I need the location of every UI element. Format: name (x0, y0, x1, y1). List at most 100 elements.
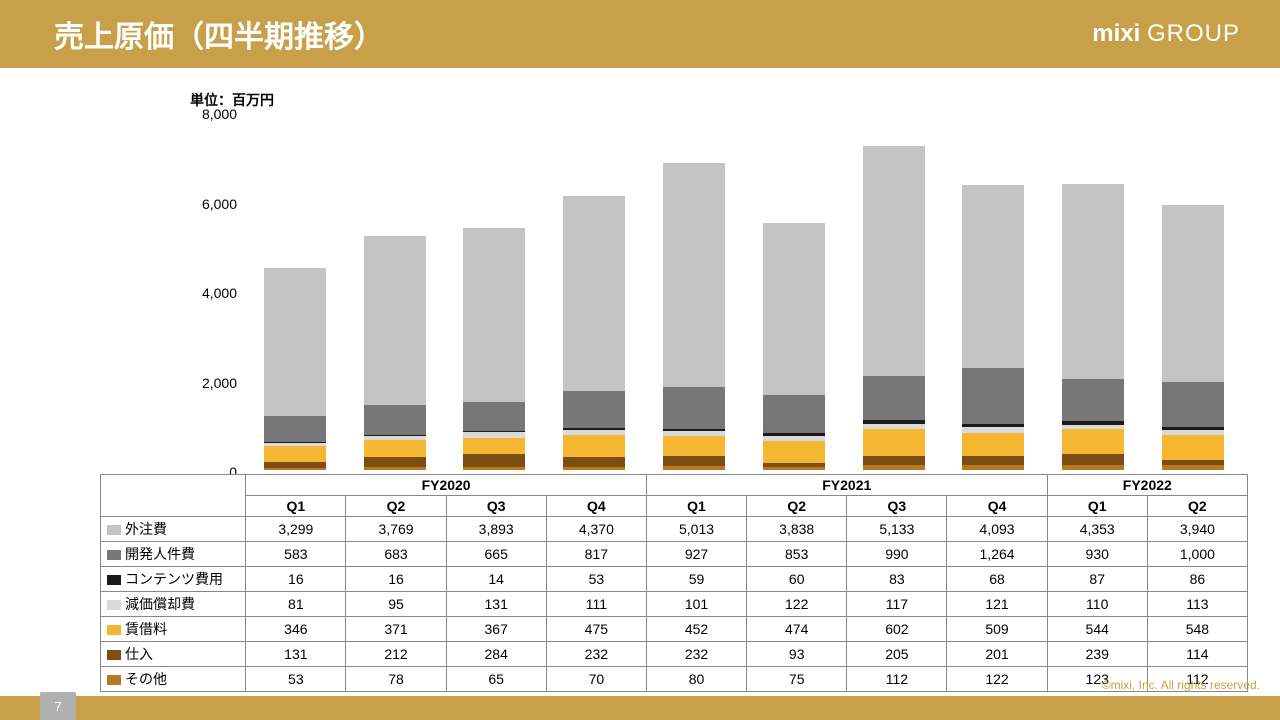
table-cell: 1,000 (1147, 542, 1247, 567)
table-cell: 78 (346, 667, 446, 692)
table-cell: 53 (246, 667, 346, 692)
y-tick-label: 6,000 (202, 196, 237, 212)
table-cell: 5,013 (646, 517, 746, 542)
table-cell: 81 (246, 592, 346, 617)
y-tick-label: 4,000 (202, 285, 237, 301)
chart-plot (245, 112, 1243, 470)
table-cell: Q3 (446, 496, 546, 517)
table-cell: 131 (246, 642, 346, 667)
table-cell: 232 (546, 642, 646, 667)
table-cell: Q1 (646, 496, 746, 517)
logo-bold: mixi (1092, 20, 1140, 47)
bar-column (345, 112, 445, 470)
bar-segment (364, 457, 426, 466)
bar-segment (364, 236, 426, 405)
table-cell: 131 (446, 592, 546, 617)
bar-stack (962, 185, 1024, 470)
bar-segment (563, 457, 625, 467)
table-cell: FY2021 (646, 475, 1047, 496)
bar-segment (264, 416, 326, 442)
table-cell: Q2 (747, 496, 847, 517)
bar-segment (1062, 379, 1124, 421)
bar-segment (364, 405, 426, 436)
bar-segment (463, 438, 525, 454)
table-cell: 371 (346, 617, 446, 642)
table-cell: 4,353 (1047, 517, 1147, 542)
bar-segment (1162, 435, 1224, 460)
table-cell: 602 (847, 617, 947, 642)
bar-segment (962, 456, 1024, 465)
table-cell: 122 (747, 592, 847, 617)
table-cell: 114 (1147, 642, 1247, 667)
table-cell: FY2020 (246, 475, 647, 496)
table-cell: Q2 (346, 496, 446, 517)
bar-segment (763, 223, 825, 395)
bar-segment (962, 368, 1024, 425)
table-cell: 減価償却費 (101, 592, 246, 617)
bar-segment (563, 196, 625, 392)
bar-segment (962, 433, 1024, 456)
bar-segment (563, 467, 625, 470)
bar-segment (364, 467, 426, 470)
bar-segment (463, 228, 525, 402)
bar-column (544, 112, 644, 470)
table-cell: 1,264 (947, 542, 1047, 567)
table-cell: 452 (646, 617, 746, 642)
bar-stack (364, 236, 426, 470)
table-cell: Q1 (1047, 496, 1147, 517)
bar-column (644, 112, 744, 470)
table-cell: 475 (546, 617, 646, 642)
table-cell: 3,769 (346, 517, 446, 542)
table-cell: 544 (1047, 617, 1147, 642)
table-cell: 927 (646, 542, 746, 567)
table-cell: 367 (446, 617, 546, 642)
table-cell: コンテンツ費用 (101, 567, 246, 592)
table-cell: Q4 (546, 496, 646, 517)
bar-segment (563, 435, 625, 456)
bar-column (744, 112, 844, 470)
table-cell: 509 (947, 617, 1047, 642)
table-cell: 75 (747, 667, 847, 692)
bar-stack (563, 196, 625, 470)
bar-segment (663, 466, 725, 470)
table-cell: 68 (947, 567, 1047, 592)
table-cell: 60 (747, 567, 847, 592)
bar-stack (1062, 184, 1124, 470)
y-tick-label: 8,000 (202, 106, 237, 122)
table-cell: 113 (1147, 592, 1247, 617)
table-cell: 990 (847, 542, 947, 567)
footer-stripe (0, 696, 1280, 720)
table-cell: その他 (101, 667, 246, 692)
data-table: FY2020FY2021FY2022Q1Q2Q3Q4Q1Q2Q3Q4Q1Q2外注… (100, 474, 1248, 692)
table-cell: 開発人件費 (101, 542, 246, 567)
table-cell: 101 (646, 592, 746, 617)
table-cell: Q3 (847, 496, 947, 517)
table-cell: Q2 (1147, 496, 1247, 517)
bar-segment (1162, 465, 1224, 470)
table-cell (101, 475, 246, 517)
bar-segment (1062, 429, 1124, 453)
table-cell: 3,893 (446, 517, 546, 542)
bar-segment (1062, 184, 1124, 379)
table-cell: 817 (546, 542, 646, 567)
bar-segment (863, 456, 925, 465)
bar-segment (563, 391, 625, 428)
bar-segment (1162, 382, 1224, 427)
bar-segment (463, 467, 525, 470)
table-cell: 548 (1147, 617, 1247, 642)
table-cell: Q4 (947, 496, 1047, 517)
bar-stack (863, 146, 925, 470)
table-cell: 16 (346, 567, 446, 592)
bar-segment (1062, 454, 1124, 465)
table-cell: 14 (446, 567, 546, 592)
table-cell: 53 (546, 567, 646, 592)
table-cell: 212 (346, 642, 446, 667)
bar-stack (663, 163, 725, 470)
table-cell: 5,133 (847, 517, 947, 542)
table-cell: 95 (346, 592, 446, 617)
bar-segment (364, 440, 426, 457)
table-cell: 110 (1047, 592, 1147, 617)
table-cell: 201 (947, 642, 1047, 667)
table-cell: 65 (446, 667, 546, 692)
table-cell: 117 (847, 592, 947, 617)
